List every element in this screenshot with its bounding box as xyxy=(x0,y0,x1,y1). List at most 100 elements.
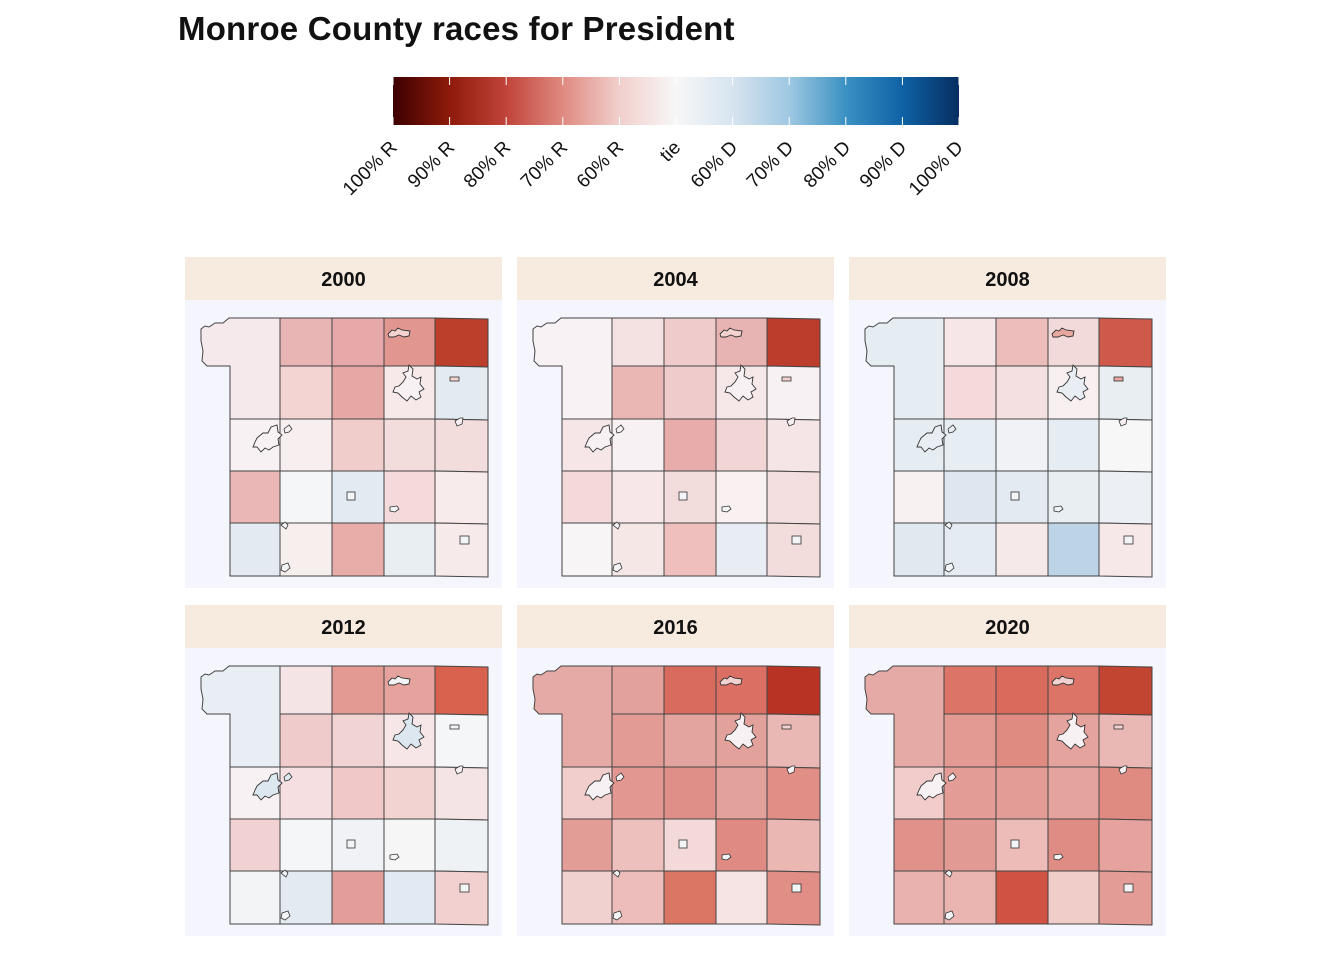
township-4-0 xyxy=(893,522,945,577)
township-0-1 xyxy=(943,317,997,367)
township-3-3 xyxy=(1047,818,1100,872)
township-2-3 xyxy=(1047,418,1100,472)
township-4-2 xyxy=(663,522,717,577)
township-2-3 xyxy=(715,418,768,472)
village-west xyxy=(612,521,621,530)
township-2-2 xyxy=(663,418,717,472)
township-0-2 xyxy=(995,317,1049,367)
township-4-3 xyxy=(1047,522,1100,577)
township-2-2 xyxy=(331,766,385,820)
village-square-2 xyxy=(791,883,802,893)
legend-label: tie xyxy=(656,137,686,167)
township-1-4 xyxy=(1098,713,1153,769)
township-1-2 xyxy=(995,365,1049,420)
village-square xyxy=(678,491,688,501)
township-0-4 xyxy=(434,317,489,368)
township-3-2 xyxy=(331,470,385,524)
township-4-4 xyxy=(1098,870,1153,926)
township-4-3 xyxy=(1047,870,1100,925)
township-1-4 xyxy=(1098,365,1153,421)
township-0-0 xyxy=(532,665,613,768)
township-0-1 xyxy=(279,665,333,715)
township-2-3 xyxy=(1047,766,1100,820)
panel-year-label: 2008 xyxy=(849,257,1166,300)
township-4-4 xyxy=(766,870,821,926)
village-right-2 xyxy=(454,417,464,427)
city-shape-west xyxy=(584,772,615,801)
village-west xyxy=(612,869,621,878)
township-3-4 xyxy=(1098,470,1153,525)
village-sw xyxy=(612,910,623,921)
village-square xyxy=(346,839,356,849)
township-0-0 xyxy=(200,665,281,768)
township-0-1 xyxy=(279,317,333,367)
color-legend-bar xyxy=(392,77,960,125)
village-right-2 xyxy=(454,765,464,775)
village-bottom xyxy=(1053,505,1064,513)
township-1-4 xyxy=(434,713,489,769)
township-3-1 xyxy=(279,818,333,872)
township-3-1 xyxy=(943,818,997,872)
township-0-4 xyxy=(1098,665,1153,716)
township-4-3 xyxy=(383,870,436,925)
township-1-2 xyxy=(663,713,717,768)
township-0-2 xyxy=(331,665,385,715)
township-1-1 xyxy=(611,365,665,420)
village-right xyxy=(449,724,460,730)
village-shape xyxy=(615,424,625,434)
panel-2000: 2000 xyxy=(185,257,502,588)
township-3-0 xyxy=(229,470,281,524)
township-3-1 xyxy=(279,470,333,524)
township-3-2 xyxy=(995,818,1049,872)
village-right xyxy=(781,376,792,382)
village-top xyxy=(719,675,743,686)
township-4-4 xyxy=(766,522,821,578)
city-shape-west xyxy=(916,424,947,453)
panel-year-label: 2016 xyxy=(517,605,834,648)
panel-2004: 2004 xyxy=(517,257,834,588)
township-2-4 xyxy=(1098,766,1153,821)
township-1-4 xyxy=(766,713,821,769)
township-0-3 xyxy=(1047,665,1100,715)
village-right-2 xyxy=(1118,765,1128,775)
village-right xyxy=(781,724,792,730)
village-square xyxy=(346,491,356,501)
township-1-4 xyxy=(434,365,489,421)
township-0-3 xyxy=(715,317,768,367)
county-map xyxy=(532,317,821,578)
village-sw xyxy=(280,562,291,573)
village-top xyxy=(719,327,743,338)
township-3-2 xyxy=(995,470,1049,524)
township-3-1 xyxy=(611,470,665,524)
village-bottom xyxy=(721,853,732,861)
township-4-0 xyxy=(893,870,945,925)
village-bottom xyxy=(721,505,732,513)
legend-label: 70% R xyxy=(516,137,572,193)
township-4-2 xyxy=(995,870,1049,925)
township-2-4 xyxy=(1098,418,1153,473)
township-1-1 xyxy=(279,365,333,420)
township-1-2 xyxy=(331,713,385,768)
township-3-0 xyxy=(561,818,613,872)
township-1-1 xyxy=(611,713,665,768)
township-1-1 xyxy=(279,713,333,768)
township-4-4 xyxy=(434,522,489,578)
township-4-0 xyxy=(561,522,613,577)
village-top xyxy=(387,675,411,686)
township-0-0 xyxy=(200,317,281,420)
legend-label: 60% R xyxy=(573,137,629,193)
township-0-4 xyxy=(1098,317,1153,368)
city-shape xyxy=(1056,364,1089,402)
village-right xyxy=(1113,376,1124,382)
village-square xyxy=(1010,491,1020,501)
village-top xyxy=(387,327,411,338)
township-0-0 xyxy=(532,317,613,420)
city-shape xyxy=(1056,712,1089,750)
legend-label: 100% R xyxy=(339,137,402,200)
village-top xyxy=(1051,327,1075,338)
village-right-2 xyxy=(1118,417,1128,427)
legend-label: 70% D xyxy=(743,137,799,193)
city-shape xyxy=(724,364,757,402)
township-2-2 xyxy=(331,418,385,472)
township-3-3 xyxy=(715,470,768,524)
